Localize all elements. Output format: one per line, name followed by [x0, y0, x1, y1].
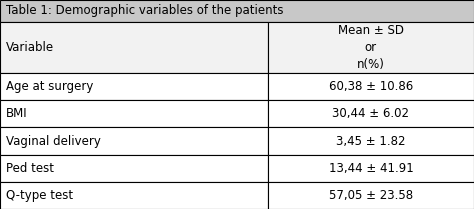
Text: BMI: BMI [6, 107, 27, 120]
Bar [268, 127, 474, 155]
Text: Table 1: Demographic variables of the patients: Table 1: Demographic variables of the pa… [6, 4, 283, 18]
Text: Age at surgery: Age at surgery [6, 80, 93, 93]
Text: Ped test: Ped test [6, 162, 54, 175]
Text: 3,45 ± 1.82: 3,45 ± 1.82 [336, 135, 406, 148]
Bar [268, 155, 474, 182]
Text: 13,44 ± 41.91: 13,44 ± 41.91 [328, 162, 413, 175]
Text: Q-type test: Q-type test [6, 189, 73, 202]
Bar [0, 155, 268, 182]
Bar [268, 73, 474, 100]
Text: 57,05 ± 23.58: 57,05 ± 23.58 [329, 189, 413, 202]
Bar [268, 182, 474, 209]
Bar [0, 182, 268, 209]
Text: Vaginal delivery: Vaginal delivery [6, 135, 100, 148]
Bar [0, 22, 268, 73]
Bar [0, 73, 268, 100]
Text: Mean ± SD
or
n(%): Mean ± SD or n(%) [338, 24, 404, 71]
Bar [0, 127, 268, 155]
Text: 60,38 ± 10.86: 60,38 ± 10.86 [329, 80, 413, 93]
Bar [268, 100, 474, 127]
Bar [0, 0, 474, 22]
Text: 30,44 ± 6.02: 30,44 ± 6.02 [332, 107, 410, 120]
Text: Variable: Variable [6, 41, 54, 54]
Bar [268, 22, 474, 73]
Bar [0, 100, 268, 127]
